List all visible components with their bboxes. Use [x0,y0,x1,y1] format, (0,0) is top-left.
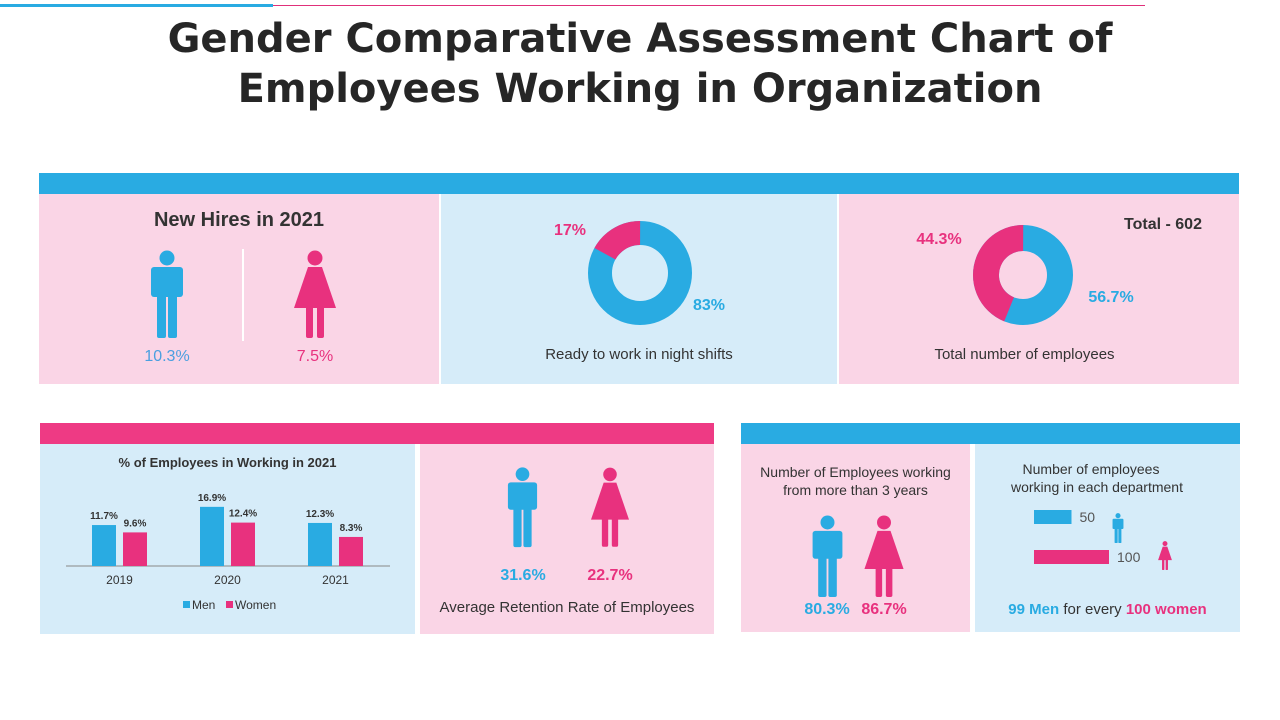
bar-men-2020 [200,506,224,566]
department-footer-men: 99 Men [1008,601,1060,618]
department-caption-line1: Number of employees [1022,461,1160,477]
retention-caption: Average Retention Rate of Employees [439,599,695,616]
three-years-men-pct: 80.3% [804,601,850,618]
woman-icon [294,250,336,338]
night-shift-women-slice [587,221,692,325]
bar-women-2019 [123,532,147,566]
bar-label-men-2021: 12.3% [306,509,334,520]
top-accent-line-blue [0,4,273,7]
bar-chart-title: % of Employees in Working in 2021 [118,455,337,470]
bar-category-2021: 2021 [322,573,349,587]
legend-swatch-women [226,601,233,608]
legend-swatch-men [183,601,190,608]
department-bar-women [1034,550,1109,564]
department-bar-men [1034,510,1072,524]
page-title: Gender Comparative Assessment Chart of E… [167,16,1113,112]
bar-women-2020 [231,522,255,566]
retention-women-pct: 22.7% [587,567,633,584]
top-row-header-bar [39,173,1239,194]
three-years-women-pct: 86.7% [861,601,907,618]
total-employees-women-label: 44.3% [916,231,962,248]
total-employees-panel [839,194,1239,384]
three-years-caption-line1: Number of Employees working [760,464,951,480]
bar-men-2019 [92,525,116,566]
department-footer-women: 100 women [1125,601,1207,618]
three-years-panel [741,444,970,632]
man-icon [1112,513,1124,543]
bar-women-2021 [339,536,363,566]
bar-label-women-2019: 9.6% [124,518,147,529]
bar-men-2021 [308,522,332,566]
woman-icon [591,467,629,547]
top-accent-line-pink [273,5,1145,6]
bar-label-men-2020: 16.9% [198,493,226,504]
woman-icon [864,515,904,597]
department-caption-line2: working in each department [1011,479,1183,495]
bottom-left-header-bar [40,423,714,444]
bar-label-men-2019: 11.7% [90,511,118,522]
total-employees-total: Total - 602 [1124,216,1202,233]
new-hires-divider [242,249,244,341]
bottom-right-header-bar [741,423,1240,444]
night-shift-women-label: 17% [553,222,587,239]
new-hires-men-pct: 10.3% [144,348,190,365]
total-employees-caption: Total number of employees [934,346,1115,363]
total-employees-men-label: 56.7% [1088,289,1134,306]
new-hires-women-pct: 7.5% [296,348,334,365]
bar-label-women-2021: 8.3% [340,523,363,534]
bar-category-2019: 2019 [106,573,133,587]
night-shift-caption: Ready to work in night shifts [545,346,733,363]
department-value-women: 100 [1117,549,1141,565]
man-icon [507,467,538,548]
night-shift-donut [587,221,692,325]
department-footer: 99 Men for every 100 women [975,601,1240,618]
three-years-caption-line2: from more than 3 years [783,482,928,498]
night-shift-men-label: 83% [692,297,726,314]
retention-men-pct: 31.6% [500,567,546,584]
department-panel [975,444,1240,632]
department-bar-chart: 50 100 [1034,509,1141,565]
total-employees-donut [973,225,1073,325]
department-footer-mid: for every [1063,601,1122,618]
man-icon [812,515,843,597]
legend-label-women: Women [235,598,276,612]
department-value-men: 50 [1080,509,1096,525]
new-hires-panel [39,194,439,384]
retention-panel [420,444,714,634]
bar-label-women-2020: 12.4% [229,509,257,520]
man-icon [151,250,183,338]
employees-working-bar-chart: 11.7% 9.6% 2019 16.9%12.4% 2020 12.3% 8.3% 2021… [66,493,390,612]
new-hires-title: New Hires in 2021 [153,209,325,231]
bar-category-2020: 2020 [214,573,241,587]
legend-label-men: Men [192,598,215,612]
woman-icon [1158,541,1172,570]
